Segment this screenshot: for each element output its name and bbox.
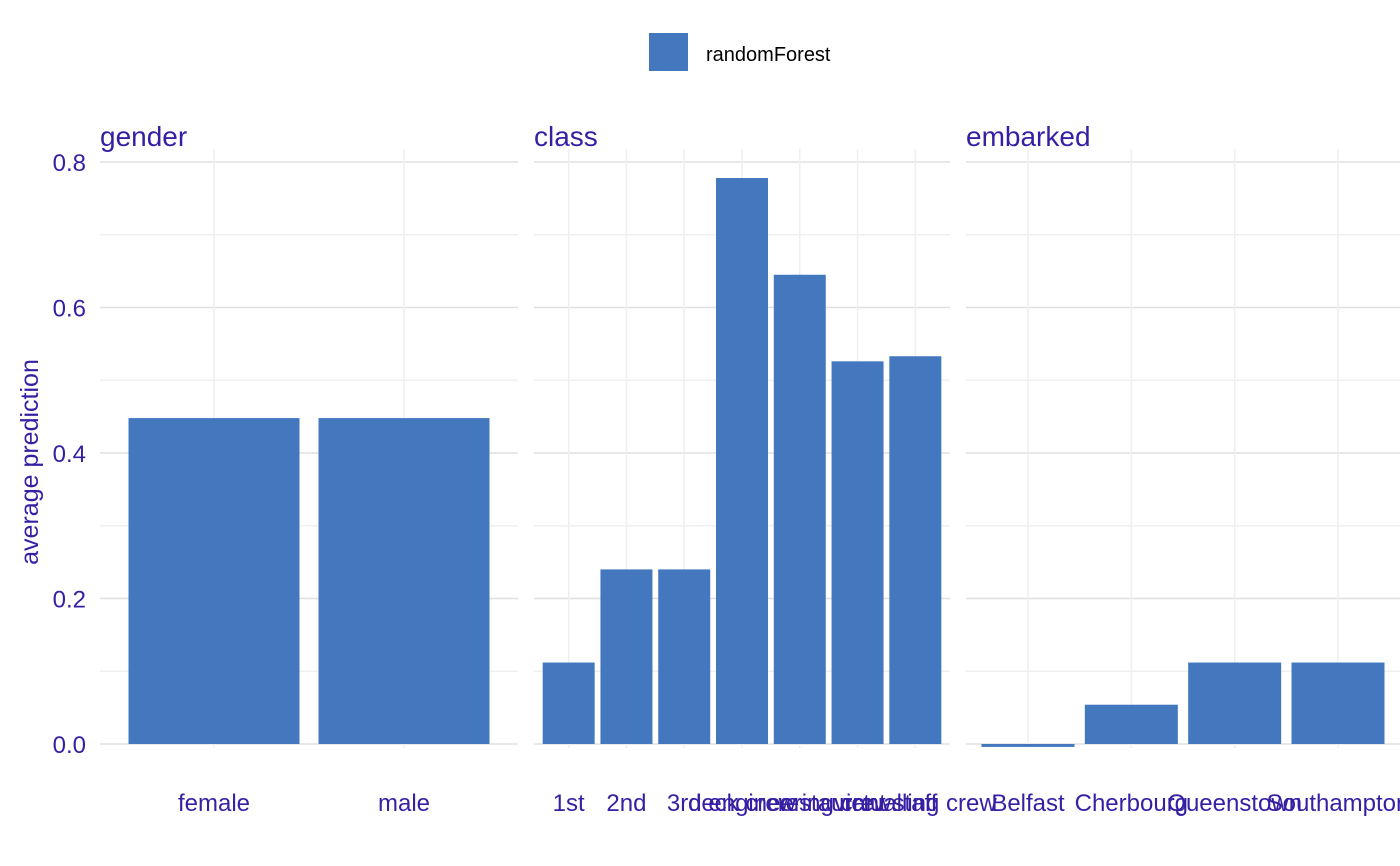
bar-class-1st [542, 662, 595, 744]
legend-swatch [649, 33, 688, 71]
bar-embarked-Belfast [981, 744, 1075, 747]
bar-class-victualling-crew [889, 356, 942, 744]
legend: randomForest [649, 33, 831, 71]
y-tick-label: 0.8 [53, 150, 86, 177]
bar-embarked-Southampton [1291, 662, 1385, 744]
x-tick-label: Queenstown [1167, 790, 1302, 817]
x-tick-label: 1st [553, 790, 585, 817]
bar-gender-female [128, 418, 300, 744]
facet-title: gender [100, 121, 187, 152]
y-tick-label: 0.0 [53, 732, 86, 759]
bar-class-engineering-crew [773, 274, 826, 744]
bar-embarked-Queenstown [1188, 662, 1282, 744]
legend-label: randomForest [706, 44, 831, 66]
x-tick-label: Southampton [1267, 790, 1400, 817]
facet-title: class [534, 121, 598, 152]
y-tick-label: 0.4 [53, 441, 86, 468]
x-tick-label: deck crew [688, 790, 797, 817]
x-tick-label: engineering crew [708, 790, 891, 817]
bar-class-3rd [658, 569, 711, 744]
y-axis-ticks: 0.0 0.2 0.4 0.6 0.8 [53, 150, 86, 759]
bar-class-restaurant-staff [831, 361, 884, 744]
x-tick-label: male [378, 790, 430, 817]
bar-class-deck-crew [716, 178, 768, 744]
y-axis-title: average prediction [16, 359, 44, 565]
x-tick-label: restaurant staff [778, 790, 938, 817]
x-tick-label: female [178, 790, 250, 817]
y-tick-label: 0.2 [53, 587, 86, 614]
x-tick-label: 3rd [667, 790, 702, 817]
x-tick-label: Belfast [991, 790, 1065, 817]
bar-embarked-Cherbourg [1084, 704, 1178, 744]
bar-class-2nd [600, 569, 653, 744]
x-tick-label: 2nd [606, 790, 646, 817]
y-tick-label: 0.6 [53, 296, 86, 323]
x-tick-label: victualling crew [834, 790, 997, 817]
x-tick-label: Cherbourg [1075, 790, 1188, 817]
facet-panel-gender: female male gender [100, 121, 518, 817]
bar-gender-male [318, 418, 490, 744]
facet-title: embarked [966, 121, 1091, 152]
